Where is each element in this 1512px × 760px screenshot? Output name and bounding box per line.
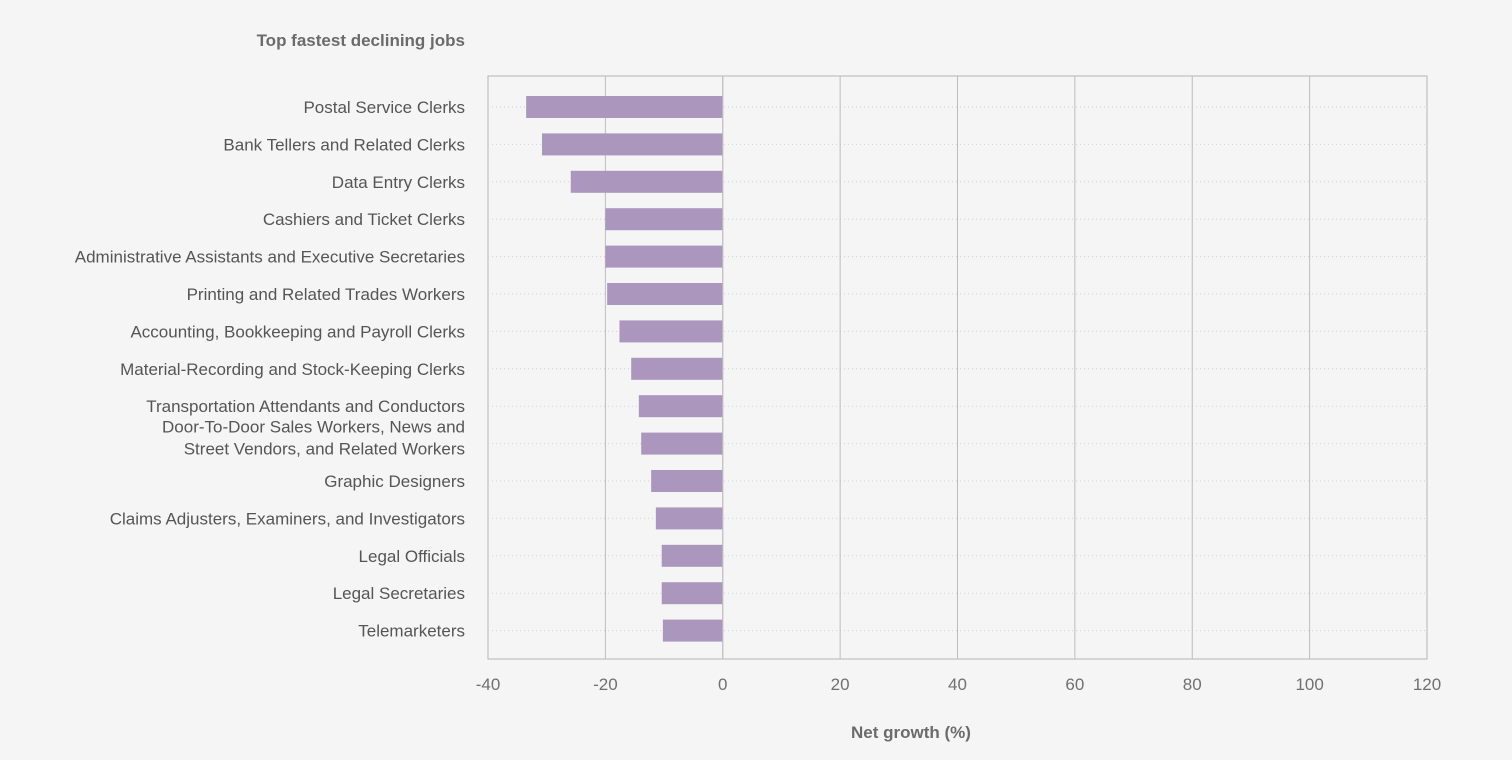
category-label: Legal Officials [359, 547, 465, 566]
category-label-line: Claims Adjusters, Examiners, and Investi… [110, 509, 465, 528]
bar [661, 544, 723, 567]
category-label: Transportation Attendants and Conductors [146, 397, 465, 416]
x-tick-labels: -40 -20 0 20 40 60 80 100 120 [476, 675, 1441, 694]
bar [661, 582, 723, 605]
category-label: Administrative Assistants and Executive … [75, 248, 465, 267]
category-label-line: Transportation Attendants and Conductors [146, 397, 465, 416]
x-tick-label: 20 [831, 675, 850, 694]
category-label: Cashiers and Ticket Clerks [263, 210, 465, 229]
bar [607, 283, 723, 305]
category-label: Material-Recording and Stock-Keeping Cle… [120, 360, 465, 379]
category-label: Data Entry Clerks [332, 173, 465, 192]
bar [526, 96, 723, 118]
category-label-line: Cashiers and Ticket Clerks [263, 210, 465, 229]
category-label-line: Graphic Designers [324, 472, 465, 491]
x-tick-label: 60 [1065, 675, 1084, 694]
category-label-line: Data Entry Clerks [332, 173, 465, 192]
category-label-line: Door-To-Door Sales Workers, News and [162, 418, 465, 437]
chart-title: Top fastest declining jobs [257, 31, 465, 50]
x-tick-label: 100 [1295, 675, 1323, 694]
bar [631, 357, 723, 380]
category-label-line: Legal Secretaries [333, 584, 465, 603]
x-tick-label: 120 [1413, 675, 1441, 694]
category-label: Claims Adjusters, Examiners, and Investi… [110, 509, 465, 528]
category-labels: Postal Service Clerks Bank Tellers and Re… [75, 98, 465, 641]
bar [619, 320, 723, 343]
category-label: Bank Tellers and Related Clerks [223, 135, 465, 154]
category-label-line: Telemarketers [358, 622, 465, 641]
category-label: Graphic Designers [324, 472, 465, 491]
category-label-line: Administrative Assistants and Executive … [75, 248, 465, 267]
category-label: Telemarketers [358, 622, 465, 641]
x-tick-label: -20 [593, 675, 618, 694]
bar [570, 170, 723, 193]
category-label-line: Legal Officials [359, 547, 465, 566]
x-tick-label: 0 [718, 675, 727, 694]
category-label-line: Material-Recording and Stock-Keeping Cle… [120, 360, 465, 379]
bar [605, 245, 723, 268]
vertical-gridlines [604, 76, 1311, 659]
category-label: Postal Service Clerks [303, 98, 465, 117]
category-label-line: Accounting, Bookkeeping and Payroll Cler… [130, 322, 465, 341]
x-tick-label: 40 [948, 675, 967, 694]
category-label-line: Printing and Related Trades Workers [187, 285, 465, 304]
x-tick-label: 80 [1183, 675, 1202, 694]
bar [641, 432, 723, 455]
bar [655, 507, 723, 530]
category-label-line: Bank Tellers and Related Clerks [223, 135, 465, 154]
category-label: Printing and Related Trades Workers [187, 285, 465, 304]
category-label: Accounting, Bookkeeping and Payroll Cler… [130, 322, 465, 341]
bar [662, 619, 723, 642]
bar [541, 133, 723, 156]
category-label-line: Postal Service Clerks [303, 98, 465, 117]
category-label-line: Street Vendors, and Related Workers [184, 440, 465, 459]
x-tick-label: -40 [476, 675, 501, 694]
category-label: Door-To-Door Sales Workers, News and Stre… [162, 418, 465, 459]
bar [651, 470, 723, 492]
category-label: Legal Secretaries [333, 584, 465, 603]
bars [526, 76, 724, 659]
x-axis-title: Net growth (%) [851, 723, 971, 742]
bar [638, 395, 723, 418]
bar [605, 208, 723, 231]
